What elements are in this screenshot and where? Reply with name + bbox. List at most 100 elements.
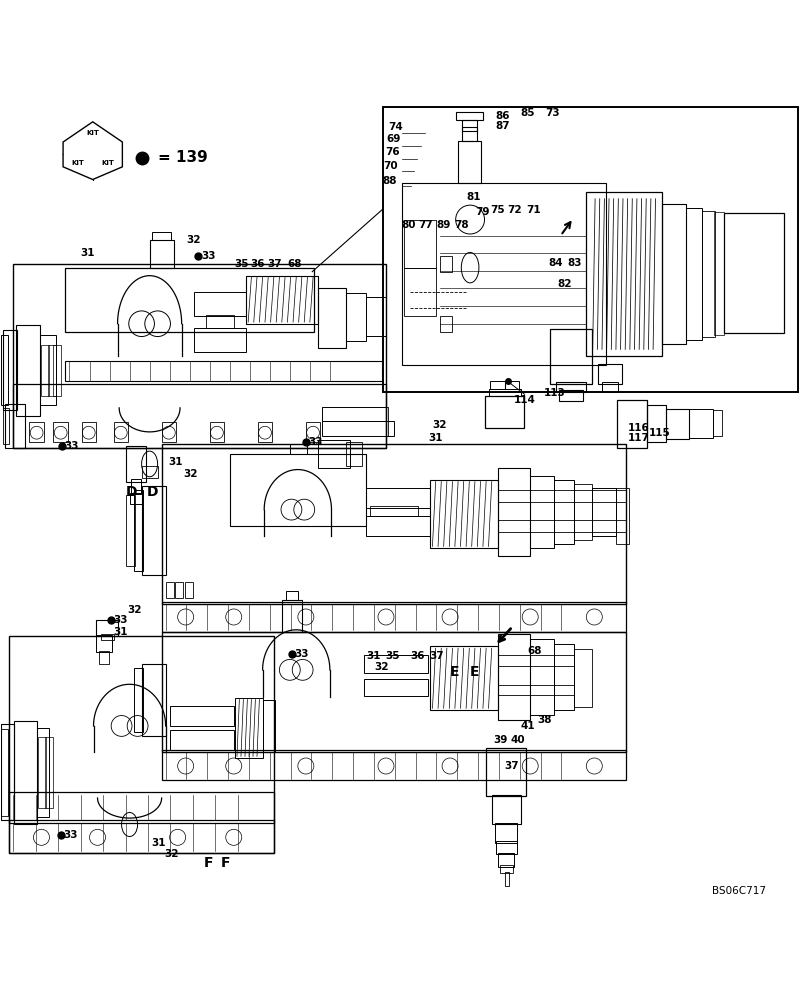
Bar [206, 315, 234, 328]
Bar [402, 183, 605, 365]
Bar [498, 634, 529, 720]
Text: 41: 41 [520, 721, 535, 731]
Bar [662, 204, 686, 344]
Bar [65, 268, 313, 332]
Text: KIT: KIT [101, 160, 114, 166]
Text: 82: 82 [556, 279, 571, 289]
Text: 72: 72 [507, 205, 522, 215]
Bar [321, 421, 393, 436]
Bar [363, 679, 427, 696]
Bar [317, 440, 349, 468]
Text: 31: 31 [428, 433, 442, 443]
Text: 38: 38 [536, 715, 551, 725]
Bar [712, 410, 722, 436]
Bar [169, 730, 234, 750]
Bar [404, 220, 436, 268]
Bar [6, 404, 26, 448]
Text: 76: 76 [385, 147, 399, 157]
Bar [345, 442, 361, 466]
Bar [498, 655, 573, 666]
Bar [30, 422, 44, 442]
Bar [385, 407, 387, 436]
Text: E: E [469, 665, 479, 679]
Bar [345, 293, 365, 341]
Bar [175, 582, 183, 598]
Bar [46, 737, 54, 808]
Bar [133, 668, 143, 732]
Bar [499, 865, 512, 873]
Text: 33: 33 [63, 830, 77, 840]
Bar [39, 737, 47, 808]
Bar [141, 466, 157, 478]
Bar [210, 422, 224, 442]
Bar [646, 405, 666, 442]
Bar [42, 345, 50, 396]
Text: 78: 78 [454, 220, 468, 230]
Bar [129, 493, 142, 504]
Bar [382, 107, 797, 392]
Text: 68: 68 [527, 646, 541, 656]
Text: 68: 68 [287, 259, 301, 269]
Text: = 139: = 139 [158, 150, 208, 165]
Text: 31: 31 [365, 651, 380, 661]
Bar [125, 495, 135, 566]
Text: D: D [125, 485, 137, 499]
Bar [488, 389, 520, 396]
Bar [54, 345, 61, 396]
Bar [133, 490, 143, 571]
Bar [686, 208, 702, 340]
Bar [161, 602, 626, 632]
Text: 31: 31 [113, 627, 128, 637]
Bar [10, 636, 274, 853]
Text: 114: 114 [513, 395, 535, 405]
Bar [455, 112, 483, 120]
Bar [498, 853, 514, 867]
Bar [14, 384, 385, 448]
Text: 83: 83 [567, 258, 581, 268]
Text: 77: 77 [418, 220, 433, 230]
Text: 36: 36 [410, 651, 424, 661]
Bar [558, 390, 582, 401]
Bar [404, 268, 436, 316]
Bar [305, 422, 320, 442]
Bar [498, 685, 573, 695]
Text: BS06C717: BS06C717 [711, 886, 764, 896]
Bar [2, 335, 8, 405]
Bar [440, 256, 452, 272]
Bar [549, 329, 591, 384]
Bar [724, 213, 783, 333]
Bar [430, 480, 498, 548]
Bar [529, 639, 553, 715]
Bar [96, 635, 112, 652]
Bar [3, 408, 10, 444]
Bar [141, 486, 165, 575]
Text: 32: 32 [127, 605, 141, 615]
Bar [96, 620, 118, 636]
Bar [125, 446, 145, 482]
Text: D: D [146, 485, 157, 499]
Bar [263, 700, 275, 752]
Text: 86: 86 [495, 111, 510, 121]
Bar [486, 748, 525, 796]
Bar [10, 792, 274, 823]
Bar [194, 292, 246, 316]
Bar [165, 582, 173, 598]
Bar [491, 795, 520, 824]
Bar [495, 823, 517, 843]
Text: 75: 75 [489, 205, 504, 215]
Text: F: F [221, 856, 230, 870]
Text: 81: 81 [466, 192, 480, 202]
Bar [490, 381, 518, 389]
Text: 69: 69 [386, 134, 401, 144]
Text: 37: 37 [429, 651, 443, 661]
Bar [498, 468, 529, 556]
Text: 113: 113 [543, 388, 565, 398]
Bar [194, 328, 246, 352]
Text: 37: 37 [267, 259, 282, 269]
Bar [161, 444, 626, 604]
Bar [3, 330, 18, 410]
Text: 32: 32 [164, 849, 178, 859]
Text: 36: 36 [251, 259, 265, 269]
Text: 88: 88 [381, 176, 396, 186]
Bar [161, 632, 626, 752]
